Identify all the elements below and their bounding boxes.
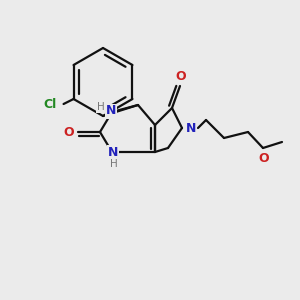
Text: O: O — [176, 70, 186, 83]
Text: N: N — [186, 122, 196, 134]
Text: H: H — [110, 159, 118, 169]
Text: H: H — [97, 102, 105, 112]
Text: O: O — [259, 152, 269, 164]
Text: Cl: Cl — [43, 98, 56, 110]
Text: N: N — [106, 104, 116, 118]
Text: N: N — [108, 146, 118, 158]
Text: O: O — [64, 125, 74, 139]
